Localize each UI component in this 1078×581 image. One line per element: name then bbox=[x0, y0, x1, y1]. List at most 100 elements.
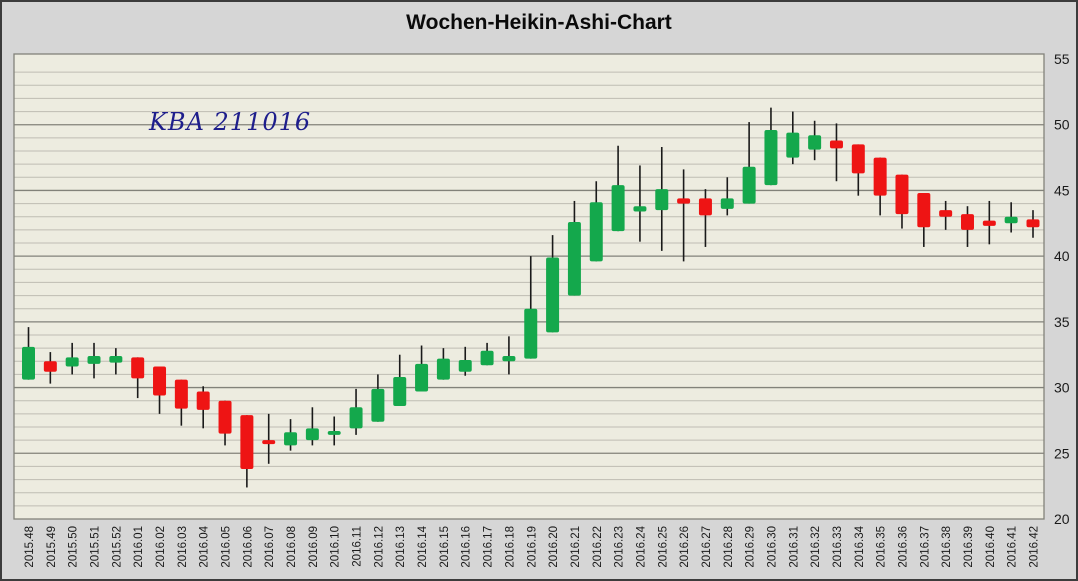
candle-body-up bbox=[655, 189, 669, 211]
candle-body-up bbox=[284, 432, 298, 446]
candle bbox=[87, 342, 101, 379]
candle bbox=[808, 120, 822, 161]
candle bbox=[633, 165, 647, 242]
candle bbox=[393, 354, 407, 406]
candle bbox=[567, 200, 581, 296]
candle-body-up bbox=[436, 358, 450, 380]
candle-body-up bbox=[458, 359, 472, 372]
candle bbox=[371, 374, 385, 422]
candle bbox=[196, 386, 210, 429]
x-axis-label: 2016.19 bbox=[526, 526, 538, 568]
x-axis-label: 2016.08 bbox=[286, 526, 298, 568]
candle bbox=[655, 147, 669, 251]
candle bbox=[436, 348, 450, 380]
candle-body-up bbox=[22, 346, 35, 380]
candle bbox=[720, 177, 734, 216]
candle bbox=[546, 235, 560, 333]
candle bbox=[415, 345, 429, 392]
x-axis-label: 2016.05 bbox=[221, 526, 233, 568]
candle-body-down bbox=[131, 357, 145, 379]
x-axis-label: 2016.25 bbox=[657, 526, 669, 568]
candle bbox=[131, 357, 145, 399]
x-axis-label: 2016.30 bbox=[766, 526, 778, 568]
candle-body-up bbox=[720, 198, 734, 209]
candle bbox=[851, 144, 865, 196]
candle-body-up bbox=[786, 132, 800, 158]
x-axis-label: 2016.20 bbox=[548, 526, 560, 568]
plot-area bbox=[14, 54, 1044, 519]
x-axis-label: 2016.31 bbox=[788, 526, 800, 568]
candle-body-up bbox=[1004, 216, 1018, 224]
candle-body-up bbox=[393, 377, 407, 406]
y-axis-label: 30 bbox=[1054, 380, 1070, 396]
x-axis-label: 2016.17 bbox=[483, 526, 495, 568]
y-axis-label: 40 bbox=[1054, 248, 1070, 264]
candle bbox=[939, 200, 953, 230]
x-axis-label: 2016.11 bbox=[352, 526, 364, 567]
candle-body-up bbox=[546, 257, 560, 333]
candle-body-down bbox=[873, 157, 887, 196]
x-axis-label: 2016.40 bbox=[985, 526, 997, 568]
x-axis-label: 2016.06 bbox=[242, 526, 254, 568]
candle-body-down bbox=[240, 415, 254, 470]
candle-body-up bbox=[87, 356, 101, 364]
candle-body-up bbox=[305, 428, 319, 441]
x-axis-label: 2016.04 bbox=[199, 525, 211, 567]
candle bbox=[524, 256, 538, 359]
candle-body-up bbox=[567, 221, 581, 296]
x-axis-label: 2015.51 bbox=[90, 526, 102, 568]
x-axis-label: 2016.18 bbox=[504, 526, 516, 568]
x-axis-label: 2016.42 bbox=[1029, 526, 1041, 568]
x-axis-label: 2016.41 bbox=[1007, 526, 1019, 568]
candle-body-down bbox=[698, 198, 712, 216]
x-axis-label: 2016.35 bbox=[876, 526, 888, 568]
x-axis-label: 2016.23 bbox=[614, 526, 626, 568]
candle-body-up bbox=[589, 202, 603, 262]
candle-body-down bbox=[960, 214, 974, 230]
x-axis-label: 2016.32 bbox=[810, 526, 822, 568]
candle bbox=[764, 107, 778, 186]
x-axis-label: 2016.28 bbox=[723, 526, 735, 568]
candle-body-down bbox=[677, 198, 691, 204]
candle bbox=[262, 413, 276, 464]
candle-body-up bbox=[109, 356, 123, 363]
candle bbox=[829, 123, 843, 182]
y-axis-label: 35 bbox=[1054, 314, 1070, 330]
candle-body-down bbox=[218, 400, 232, 434]
candle-body-down bbox=[939, 210, 953, 217]
x-axis-label: 2015.48 bbox=[24, 526, 36, 568]
candle bbox=[218, 400, 232, 446]
x-axis-label: 2016.03 bbox=[177, 526, 189, 568]
candle bbox=[174, 379, 188, 426]
candle bbox=[611, 145, 625, 232]
candle-body-down bbox=[174, 379, 188, 409]
candle-body-up bbox=[742, 166, 756, 204]
x-axis-label: 2016.13 bbox=[395, 526, 407, 568]
x-axis-label: 2016.37 bbox=[919, 526, 931, 568]
candle-body-down bbox=[153, 366, 167, 396]
x-axis-label: 2016.39 bbox=[963, 526, 975, 568]
x-axis-label: 2016.33 bbox=[832, 526, 844, 568]
x-axis-label: 2016.10 bbox=[330, 526, 342, 568]
candle bbox=[589, 181, 603, 262]
candle-body-down bbox=[196, 391, 210, 410]
x-axis-label: 2016.14 bbox=[417, 525, 429, 567]
candle bbox=[873, 157, 887, 216]
candle-body-up bbox=[633, 206, 647, 212]
candle-body-down bbox=[43, 361, 57, 372]
x-axis-label: 2016.34 bbox=[854, 525, 866, 567]
candle bbox=[240, 415, 254, 488]
candle bbox=[480, 342, 494, 366]
candle bbox=[917, 193, 931, 247]
candle-body-up bbox=[371, 388, 385, 422]
candle bbox=[982, 200, 996, 245]
x-axis-label: 2015.50 bbox=[68, 526, 80, 568]
x-axis-label: 2015.52 bbox=[111, 526, 123, 568]
candle bbox=[1004, 202, 1018, 233]
x-axis-label: 2016.02 bbox=[155, 526, 167, 568]
candle-body-down bbox=[917, 193, 931, 228]
candle-body-up bbox=[808, 135, 822, 150]
x-axis-label: 2016.36 bbox=[897, 526, 909, 568]
x-axis-label: 2016.24 bbox=[635, 525, 647, 567]
candle bbox=[1026, 210, 1040, 238]
